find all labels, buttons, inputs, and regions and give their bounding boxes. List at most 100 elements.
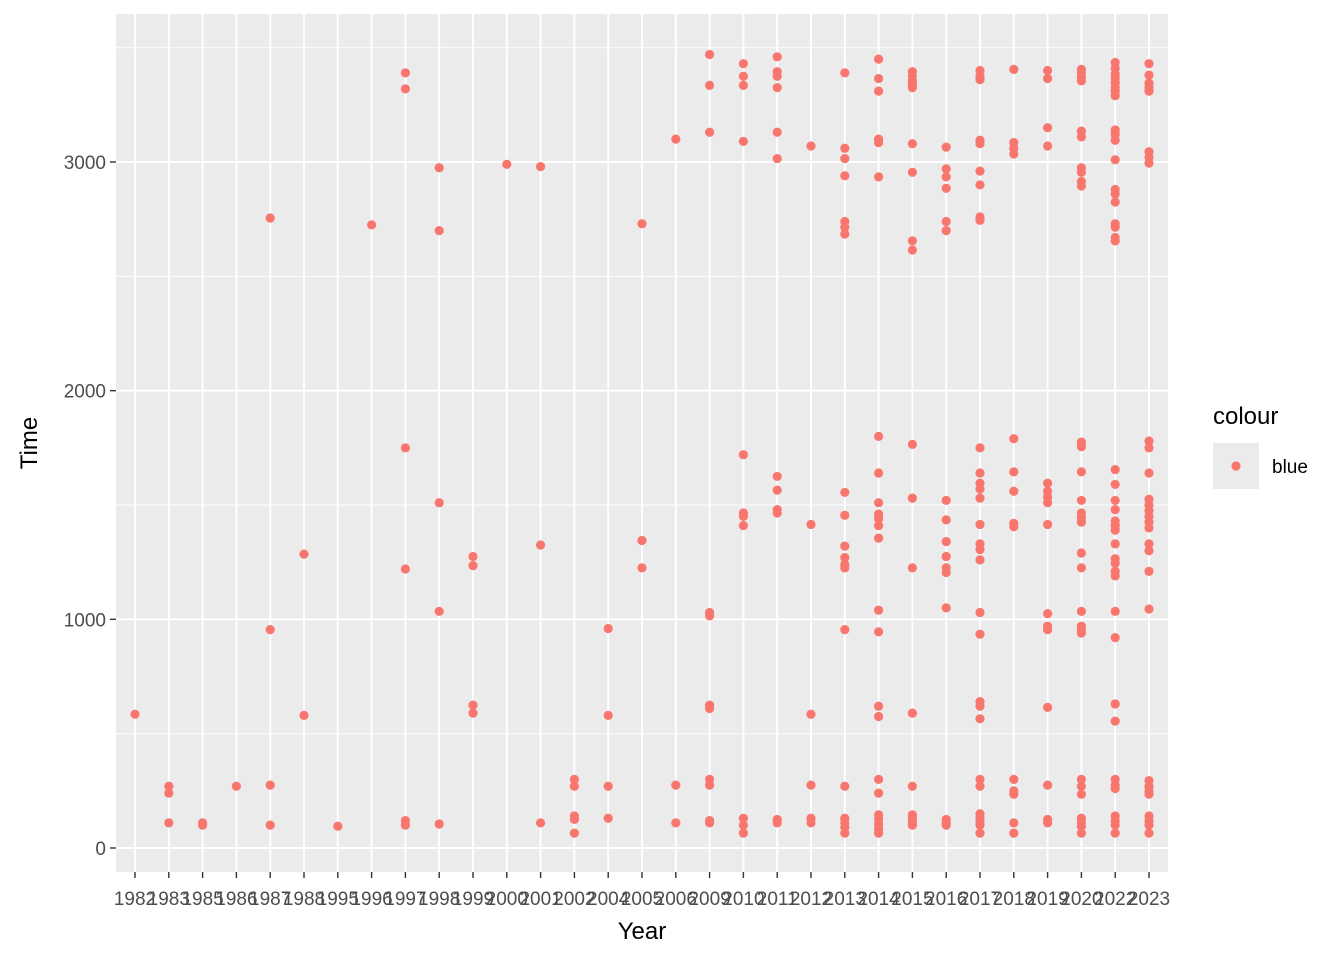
data-point <box>265 213 275 223</box>
data-point <box>941 515 951 525</box>
data-point <box>1144 789 1154 799</box>
data-point <box>468 561 478 571</box>
data-point <box>975 544 985 555</box>
x-tick-label: 1987 <box>249 889 291 910</box>
data-point <box>705 780 715 790</box>
data-point <box>840 487 850 498</box>
data-point <box>840 143 850 153</box>
data-point <box>1076 781 1086 791</box>
x-tick-label: 1982 <box>114 889 156 910</box>
data-point <box>637 563 647 573</box>
data-point <box>1110 606 1120 616</box>
data-point <box>907 820 918 830</box>
data-point <box>1076 467 1086 477</box>
data-point <box>907 563 918 573</box>
data-point <box>637 535 647 546</box>
x-tick-label: 1999 <box>452 889 494 910</box>
data-point <box>907 439 918 449</box>
data-point <box>975 820 985 830</box>
data-point <box>907 493 918 503</box>
data-point <box>772 818 782 828</box>
data-point <box>941 820 951 830</box>
data-point <box>975 180 985 190</box>
data-point <box>874 520 884 531</box>
data-point <box>840 510 850 520</box>
data-point <box>1110 479 1120 490</box>
data-point <box>1110 504 1120 515</box>
data-point <box>941 164 951 174</box>
data-point <box>1144 546 1154 556</box>
x-tick-label: 1997 <box>384 889 426 910</box>
data-point <box>975 774 985 785</box>
data-point <box>975 166 985 176</box>
data-point <box>975 139 985 149</box>
data-point <box>333 821 343 831</box>
data-point <box>1144 468 1154 478</box>
data-point <box>806 519 816 530</box>
data-point <box>1043 498 1053 508</box>
data-point <box>1144 59 1154 69</box>
data-point <box>738 511 749 522</box>
data-point <box>1009 818 1019 828</box>
data-point <box>772 52 782 62</box>
data-point <box>874 137 884 148</box>
data-point <box>637 219 647 229</box>
data-point <box>738 520 749 531</box>
data-point <box>1043 478 1053 488</box>
data-point <box>1009 149 1019 159</box>
x-tick-label: 1996 <box>350 889 392 910</box>
data-point <box>1043 65 1053 76</box>
data-point <box>975 493 985 503</box>
data-point <box>975 75 985 85</box>
data-point <box>1009 828 1019 838</box>
x-tick-label: 2009 <box>688 889 730 910</box>
data-point <box>874 774 884 785</box>
data-point <box>840 229 850 239</box>
data-point <box>840 828 850 838</box>
data-point <box>1043 625 1053 635</box>
data-point <box>1110 135 1120 145</box>
data-point <box>840 781 850 791</box>
data-point <box>569 814 580 825</box>
data-point <box>603 710 613 720</box>
data-point <box>874 468 884 478</box>
data-point <box>806 141 816 151</box>
x-tick-label: 2017 <box>959 889 1001 910</box>
data-point <box>907 245 918 255</box>
data-point <box>434 163 444 173</box>
data-point <box>265 625 275 635</box>
data-point <box>874 828 884 838</box>
data-point <box>874 788 884 798</box>
data-point <box>1144 70 1154 80</box>
data-point <box>941 183 951 193</box>
data-point <box>840 563 850 573</box>
data-point <box>1076 828 1086 838</box>
data-point <box>299 710 309 720</box>
data-point <box>1144 539 1154 549</box>
data-point <box>1110 699 1120 709</box>
data-point <box>874 711 884 722</box>
y-tick-label: 2000 <box>64 382 106 403</box>
data-point <box>400 820 410 830</box>
data-point <box>874 514 884 524</box>
data-point <box>806 818 816 828</box>
x-tick-label: 1998 <box>418 889 460 910</box>
data-point <box>1076 76 1086 86</box>
data-point <box>907 83 918 93</box>
data-point <box>299 549 309 559</box>
data-point <box>1110 464 1120 475</box>
data-point <box>1110 222 1120 232</box>
data-point <box>434 498 444 508</box>
data-point <box>468 551 478 562</box>
data-point <box>840 222 850 232</box>
data-point <box>705 818 715 828</box>
legend: colour blue <box>1213 403 1308 489</box>
data-point <box>874 533 884 543</box>
x-tick-label: 2006 <box>655 889 697 910</box>
x-tick-label: 2022 <box>1094 889 1136 910</box>
data-point <box>1043 73 1053 84</box>
data-point <box>840 68 850 78</box>
data-point <box>975 443 985 453</box>
data-point <box>400 564 410 574</box>
data-point <box>738 820 749 830</box>
